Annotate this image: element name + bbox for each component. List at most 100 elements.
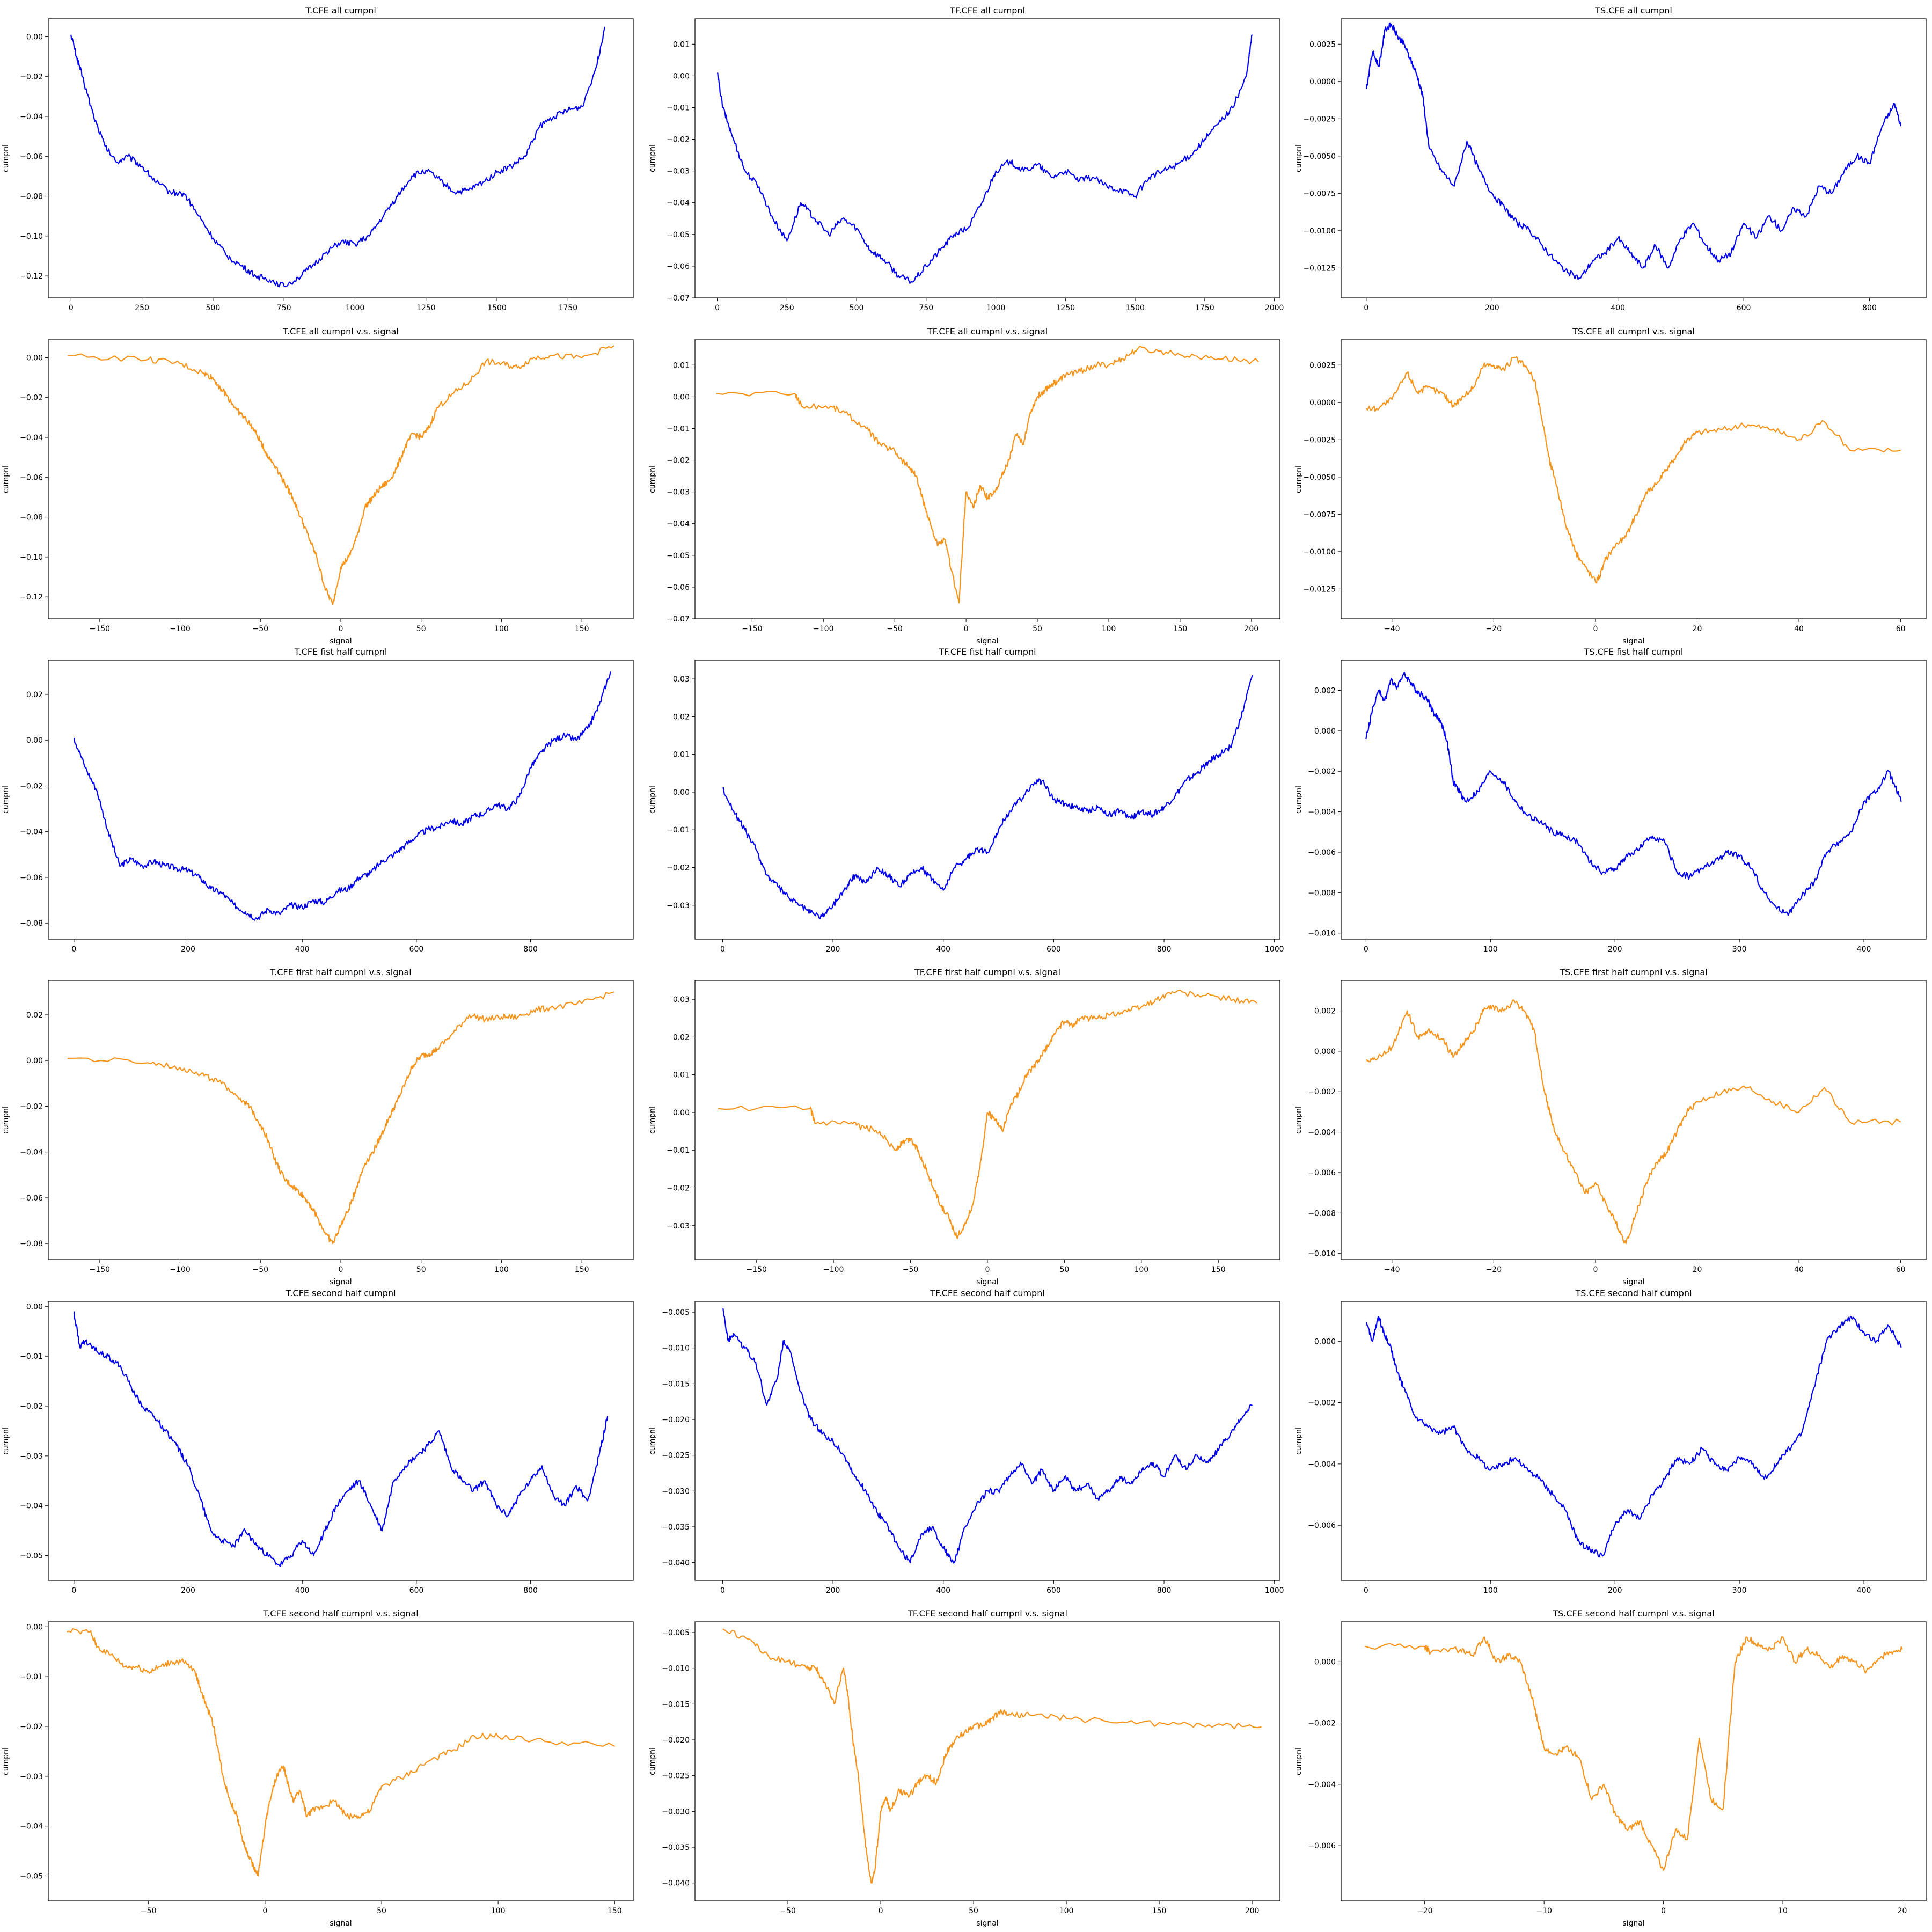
x-tick-label: 100	[494, 1265, 509, 1274]
y-tick-label: −0.06	[20, 1194, 43, 1203]
series-line	[716, 346, 1259, 604]
x-tick-label: 20	[1898, 1907, 1907, 1915]
x-tick-label: 0	[339, 625, 343, 633]
y-axis-label: cumpnl	[2, 465, 10, 493]
x-axis-label: signal	[330, 637, 352, 646]
y-tick-label: −0.02	[667, 136, 690, 144]
axes-frame	[48, 660, 634, 940]
x-tick-label: 200	[1244, 625, 1258, 633]
x-tick-label: 0	[1364, 1586, 1368, 1595]
x-tick-label: 0	[720, 945, 725, 954]
y-tick-label: −0.05	[667, 552, 690, 560]
y-tick-label: −0.03	[20, 1452, 43, 1461]
series-line	[716, 34, 1253, 284]
series-line	[722, 1628, 1262, 1884]
y-tick-label: 0.000	[1314, 1337, 1336, 1346]
y-tick-label: 0.01	[673, 40, 690, 49]
chart-title: TF.CFE second half cumpnl v.s. signal	[907, 1608, 1067, 1619]
y-axis-label: cumpnl	[1294, 1427, 1303, 1455]
x-tick-label: 50	[1060, 1265, 1070, 1274]
x-tick-label: 150	[1211, 1265, 1226, 1274]
axes-frame	[1341, 1621, 1927, 1901]
axes-frame	[694, 980, 1280, 1260]
y-axis-label: cumpnl	[648, 144, 657, 172]
y-tick-label: −0.0100	[1303, 227, 1336, 236]
x-tick-label: 60	[1896, 625, 1906, 633]
x-tick-label: 150	[608, 1907, 622, 1915]
y-tick-label: −0.07	[667, 615, 690, 624]
chart-title: TS.CFE fist half cumpnl	[1584, 647, 1684, 657]
y-axis-label: cumpnl	[648, 1747, 657, 1775]
series-line	[67, 345, 614, 606]
axes-frame	[48, 18, 634, 298]
y-tick-label: −0.04	[20, 113, 43, 121]
y-tick-label: −0.02	[20, 782, 43, 791]
y-tick-label: −0.04	[20, 434, 43, 442]
axes-frame	[48, 980, 634, 1260]
chart-title: T.CFE all cumpnl	[305, 5, 376, 16]
x-tick-label: 50	[416, 625, 426, 633]
y-tick-label: −0.005	[662, 1629, 690, 1637]
x-tick-label: 0	[262, 1907, 267, 1915]
y-tick-label: −0.04	[20, 828, 43, 837]
x-tick-label: 400	[1857, 1586, 1871, 1595]
chart-panel: T.CFE all cumpnl v.s. signal −150 −100 −50 0…	[2, 326, 634, 646]
y-tick-label: −0.004	[1308, 1129, 1336, 1137]
x-tick-label: 0	[71, 1586, 76, 1595]
y-tick-label: 0.02	[26, 1011, 43, 1020]
chart-title: T.CFE all cumpnl v.s. signal	[282, 326, 399, 336]
y-tick-label: −0.05	[20, 1552, 43, 1561]
y-tick-label: −0.10	[20, 553, 43, 562]
x-tick-label: 200	[1245, 1907, 1260, 1915]
y-axis-label: cumpnl	[2, 1427, 10, 1455]
x-tick-label: 400	[936, 945, 950, 954]
y-tick-label: 0.0000	[1309, 78, 1336, 86]
y-axis-label: cumpnl	[2, 1106, 10, 1134]
y-tick-label: −0.04	[20, 1502, 43, 1511]
y-tick-label: −0.03	[667, 488, 690, 497]
axes-frame	[694, 1301, 1280, 1581]
y-tick-label: −0.10	[20, 232, 43, 241]
y-tick-label: −0.030	[662, 1807, 690, 1816]
y-tick-label: −0.01	[667, 826, 690, 835]
x-tick-label: 0	[1593, 1265, 1598, 1274]
y-tick-label: 0.01	[673, 361, 690, 370]
x-tick-label: −50	[141, 1907, 157, 1915]
x-tick-label: 50	[377, 1907, 386, 1915]
chart-title: T.CFE second half cumpnl v.s. signal	[262, 1608, 418, 1619]
chart-panel: TS.CFE all cumpnl 0 200 400 600 800 0.0025 0.00…	[1294, 5, 1927, 312]
x-tick-label: 200	[181, 945, 195, 954]
y-tick-label: −0.030	[662, 1487, 690, 1496]
y-tick-label: −0.01	[667, 1146, 690, 1155]
y-tick-label: −0.08	[20, 514, 43, 522]
y-tick-label: −0.008	[1308, 889, 1336, 897]
y-tick-label: −0.020	[662, 1736, 690, 1745]
chart-title: TF.CFE fist half cumpnl	[938, 647, 1036, 657]
y-tick-label: −0.01	[20, 1352, 43, 1361]
y-tick-label: −0.06	[20, 152, 43, 161]
y-tick-label: −0.006	[1308, 1521, 1336, 1530]
x-tick-label: −100	[170, 1265, 190, 1274]
chart-panel: TS.CFE fist half cumpnl 0 100 200 300 400 0.00…	[1294, 647, 1927, 954]
x-tick-label: 2000	[1265, 304, 1284, 312]
y-tick-label: −0.07	[667, 294, 690, 303]
y-tick-label: −0.002	[1308, 1719, 1336, 1728]
axes-frame	[1341, 1301, 1927, 1581]
x-tick-label: 200	[181, 1586, 195, 1595]
x-tick-label: −20	[1417, 1907, 1433, 1915]
x-tick-label: 100	[494, 625, 509, 633]
series-line	[67, 1628, 615, 1877]
y-axis-label: cumpnl	[1294, 1106, 1303, 1134]
x-tick-label: 0	[720, 1586, 725, 1595]
axes-frame	[1341, 18, 1927, 298]
y-tick-label: −0.12	[20, 593, 43, 602]
y-tick-label: −0.005	[662, 1308, 690, 1317]
x-tick-label: 0	[715, 304, 720, 312]
y-tick-label: −0.0125	[1303, 264, 1336, 273]
x-tick-label: 50	[969, 1907, 978, 1915]
x-axis-label: signal	[330, 1919, 352, 1928]
x-tick-label: −50	[253, 625, 269, 633]
y-tick-label: −0.05	[20, 1872, 43, 1881]
y-tick-label: 0.02	[26, 691, 43, 699]
y-tick-label: −0.0125	[1303, 585, 1336, 594]
